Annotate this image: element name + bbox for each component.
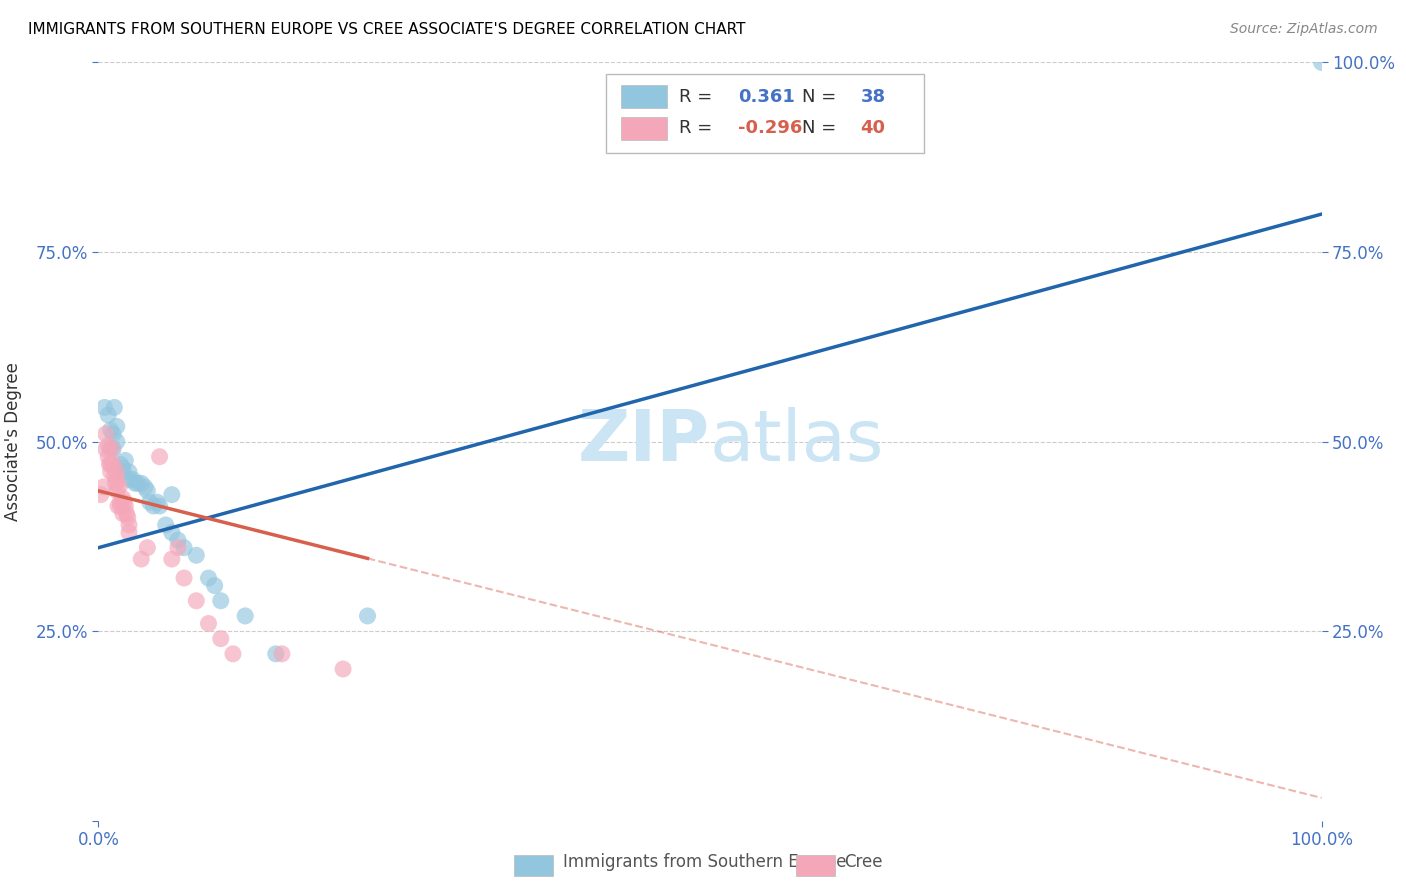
Point [98, 458, 121, 472]
Point [209, 594, 232, 608]
Point [127, 476, 149, 491]
Point [114, 453, 136, 467]
Point [93, 401, 115, 415]
Point [110, 458, 132, 472]
Text: -0.296: -0.296 [738, 120, 803, 137]
FancyBboxPatch shape [620, 85, 668, 108]
Point [118, 465, 141, 479]
Point [108, 480, 131, 494]
Point [94, 442, 117, 457]
Point [111, 461, 134, 475]
Point [155, 517, 177, 532]
Point [97, 408, 120, 422]
Text: R =: R = [679, 87, 718, 105]
FancyBboxPatch shape [606, 74, 924, 153]
Point [173, 541, 195, 555]
Point [186, 548, 208, 563]
Text: Immigrants from Southern Europe: Immigrants from Southern Europe [564, 854, 846, 871]
Point [160, 525, 183, 540]
Point [186, 594, 208, 608]
Text: atlas: atlas [710, 407, 884, 476]
Point [142, 499, 165, 513]
Point [105, 419, 128, 434]
Point [101, 442, 124, 457]
Point [149, 450, 172, 464]
Text: N =: N = [801, 120, 842, 137]
Point [100, 465, 122, 479]
Point [204, 579, 226, 593]
Point [264, 647, 287, 661]
Y-axis label: Associate's Degree: Associate's Degree [4, 362, 21, 521]
Point [111, 507, 134, 521]
Point [105, 465, 128, 479]
Point [129, 476, 152, 491]
Point [136, 541, 159, 555]
Point [167, 533, 190, 548]
Text: Cree: Cree [845, 854, 883, 871]
Point [111, 491, 134, 506]
Point [110, 495, 132, 509]
Point [118, 517, 141, 532]
Point [117, 510, 139, 524]
Point [90, 487, 112, 501]
Text: 38: 38 [860, 87, 886, 105]
Point [101, 458, 124, 472]
Point [160, 552, 183, 566]
Point [209, 632, 232, 646]
Point [111, 465, 134, 479]
Text: 0.361: 0.361 [738, 87, 794, 105]
Point [91, 480, 114, 494]
Point [136, 483, 159, 498]
FancyBboxPatch shape [796, 855, 835, 876]
Text: N =: N = [801, 87, 842, 105]
Point [94, 427, 117, 442]
Point [233, 608, 256, 623]
Point [149, 499, 172, 513]
Point [103, 401, 125, 415]
FancyBboxPatch shape [515, 855, 554, 876]
Text: R =: R = [679, 120, 718, 137]
Point [100, 442, 122, 457]
Point [101, 427, 124, 442]
Text: Source: ZipAtlas.com: Source: ZipAtlas.com [1230, 22, 1378, 37]
Point [101, 442, 124, 457]
Point [100, 458, 122, 472]
Point [103, 468, 125, 483]
Point [139, 495, 162, 509]
Point [167, 541, 190, 555]
Point [107, 499, 129, 513]
Point [160, 487, 183, 501]
Point [118, 525, 141, 540]
Point [97, 450, 120, 464]
Point [97, 438, 120, 452]
Point [173, 571, 195, 585]
Point [121, 473, 143, 487]
Point [115, 507, 138, 521]
Point [332, 662, 354, 676]
Point [222, 647, 245, 661]
Point [114, 499, 136, 513]
Point [356, 608, 378, 623]
Point [1310, 55, 1333, 70]
Point [112, 495, 135, 509]
Point [134, 480, 156, 494]
Point [270, 647, 294, 661]
Point [110, 499, 132, 513]
Point [124, 476, 146, 491]
Point [146, 495, 169, 509]
Point [129, 552, 152, 566]
Point [100, 423, 122, 437]
FancyBboxPatch shape [620, 117, 668, 140]
Point [105, 473, 128, 487]
Text: IMMIGRANTS FROM SOUTHERN EUROPE VS CREE ASSOCIATE'S DEGREE CORRELATION CHART: IMMIGRANTS FROM SOUTHERN EUROPE VS CREE … [28, 22, 745, 37]
Text: 40: 40 [860, 120, 886, 137]
Point [118, 473, 141, 487]
Point [104, 476, 127, 491]
Point [105, 483, 128, 498]
Point [197, 616, 219, 631]
Text: ZIP: ZIP [578, 407, 710, 476]
Point [197, 571, 219, 585]
Point [105, 434, 128, 449]
